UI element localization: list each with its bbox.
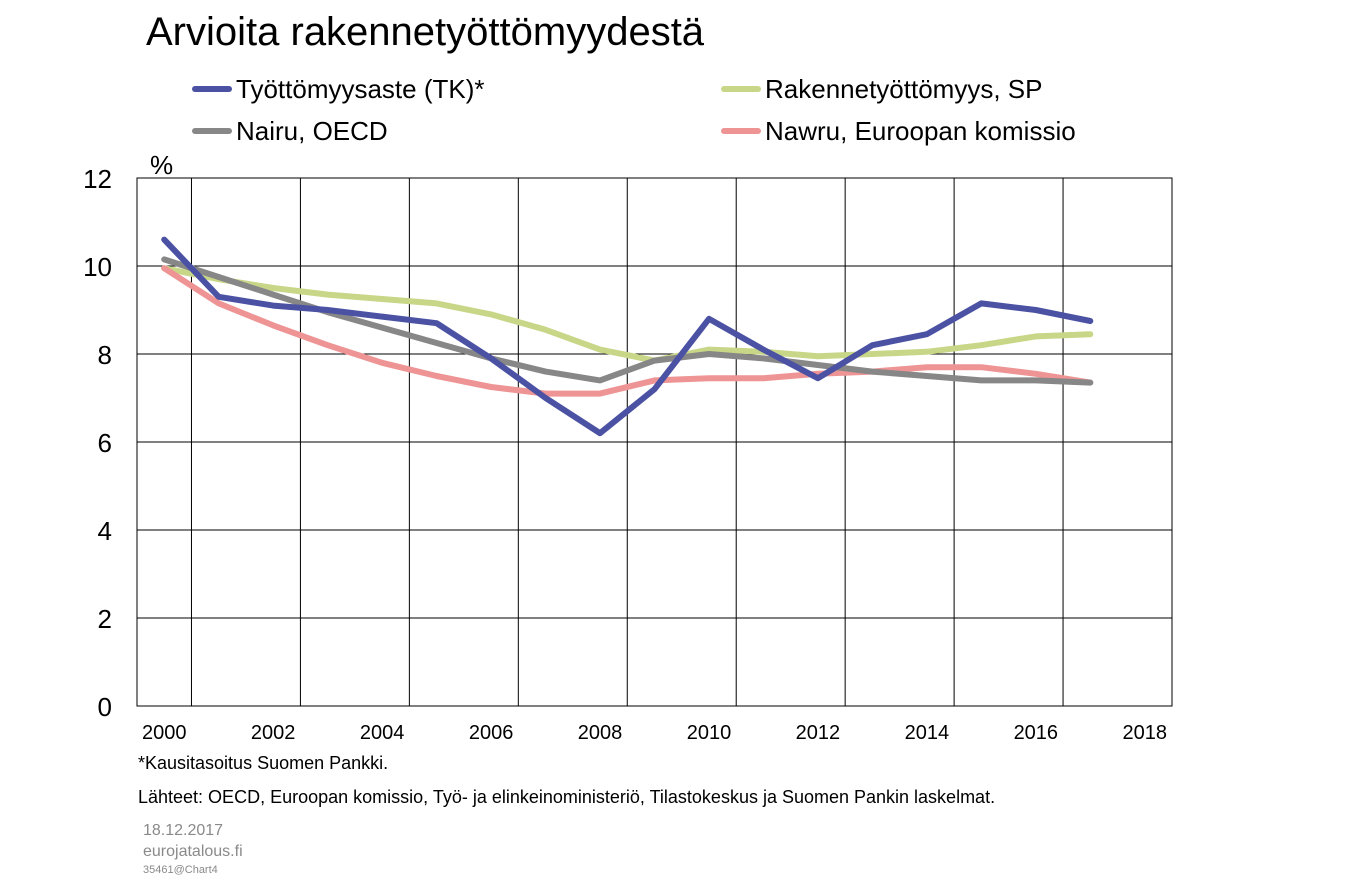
sources-note: Lähteet: OECD, Euroopan komissio, Työ- j…	[138, 787, 996, 807]
legend-label: Rakennetyöttömyys, SP	[765, 73, 1043, 104]
y-tick-label: 4	[98, 516, 112, 546]
y-unit-label: %	[150, 150, 174, 180]
series-line-0	[161, 236, 1094, 437]
x-tick-label: 2012	[796, 722, 841, 744]
y-tick-label: 6	[98, 428, 112, 458]
legend-swatch	[192, 128, 232, 134]
series-line-3	[161, 265, 1094, 397]
legend-swatch	[721, 86, 761, 92]
chart-title: Arvioita rakennetyöttömyydestä	[146, 10, 705, 54]
footnote: *Kausitasoitus Suomen Pankki.	[138, 753, 389, 773]
x-tick-label: 2004	[360, 722, 405, 744]
x-tick-label: 2008	[578, 722, 623, 744]
legend-item-rakennetyottomyys: Rakennetyöttömyys, SP	[721, 71, 1042, 107]
plot-frame	[136, 177, 1173, 707]
x-tick-label: 2014	[905, 722, 950, 744]
y-tick-label: 10	[83, 252, 112, 282]
site-name: eurojatalous.fi	[143, 843, 243, 860]
x-tick-label: 2000	[142, 722, 187, 744]
x-tick-label: 2002	[251, 722, 296, 744]
x-tick-label: 2018	[1123, 722, 1168, 744]
legend-item-nairu: Nairu, OECD	[192, 113, 388, 149]
legend-item-nawru: Nawru, Euroopan komissio	[721, 113, 1076, 149]
x-tick-label: 2006	[469, 722, 514, 744]
series-line-1	[161, 265, 1094, 364]
x-tick-label: 2016	[1014, 722, 1059, 744]
legend-item-tyottomyysaste: Työttömyysaste (TK)*	[192, 71, 485, 107]
x-tick-label: 2010	[687, 722, 732, 744]
legend-swatch	[192, 86, 232, 92]
legend-swatch	[721, 128, 761, 134]
y-tick-label: 2	[98, 604, 112, 634]
y-tick-label: 8	[98, 340, 112, 370]
legend-label: Nairu, OECD	[236, 115, 388, 146]
chart-id: 35461@Chart4	[143, 864, 218, 876]
y-tick-label: 12	[83, 164, 112, 194]
publish-date: 18.12.2017	[143, 822, 224, 839]
y-tick-label: 0	[98, 692, 112, 722]
legend-label: Nawru, Euroopan komissio	[765, 115, 1076, 146]
legend-label: Työttömyysaste (TK)*	[236, 73, 485, 104]
